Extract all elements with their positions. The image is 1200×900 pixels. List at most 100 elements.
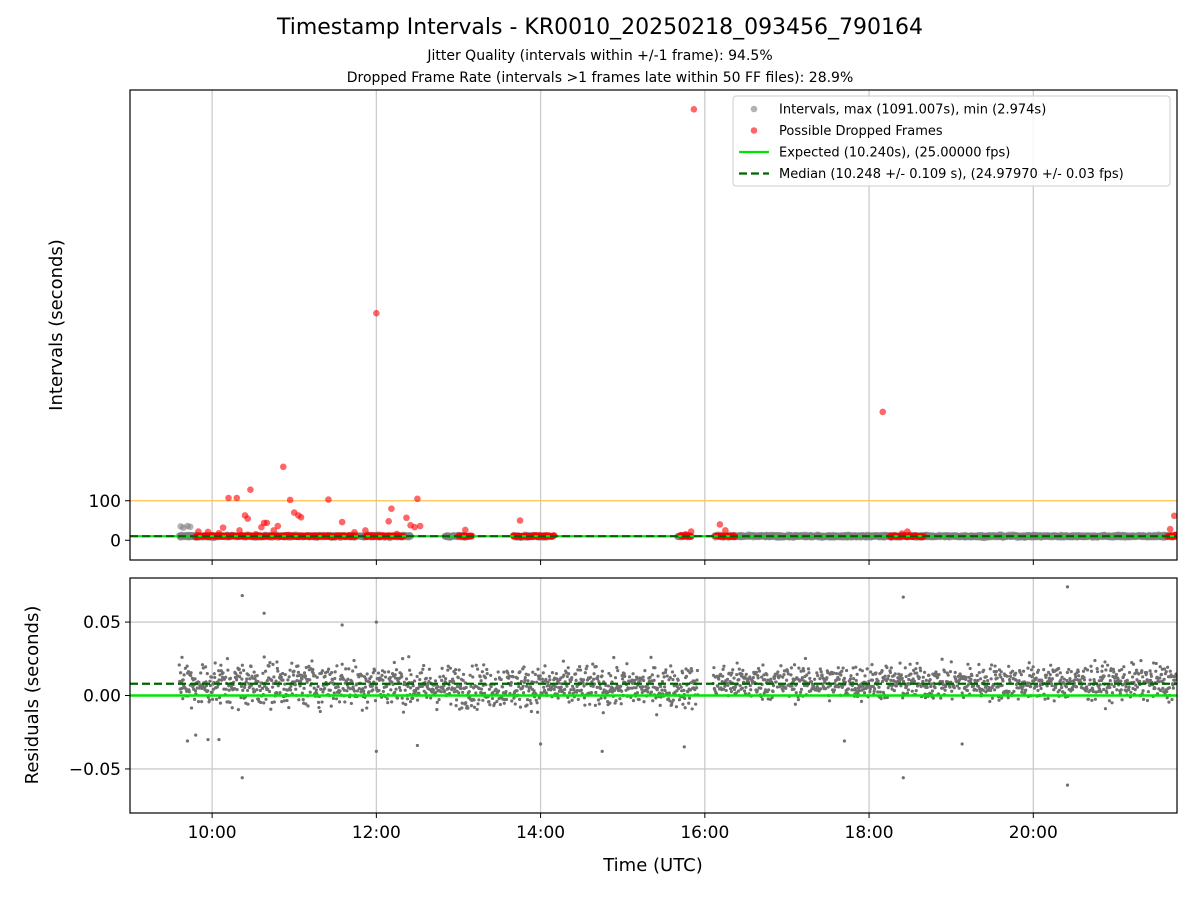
residual-point: [786, 672, 790, 676]
residual-point: [347, 667, 351, 671]
residual-point: [774, 680, 778, 684]
residual-point: [965, 688, 970, 693]
residual-point: [189, 671, 193, 675]
residual-point: [732, 676, 736, 680]
residual-point: [578, 668, 583, 672]
residual-point: [635, 677, 639, 681]
residual-point: [314, 688, 318, 692]
residual-point: [679, 685, 683, 689]
residual-point: [694, 686, 699, 690]
residual-point: [1115, 688, 1119, 692]
residual-point: [899, 673, 903, 677]
residual-point: [957, 686, 961, 690]
residual-point: [670, 670, 675, 674]
residual-point: [619, 702, 623, 706]
residual-point: [515, 689, 519, 693]
residual-point: [837, 677, 841, 681]
residual-point: [387, 670, 391, 674]
residual-point: [271, 662, 275, 666]
residual-point: [291, 673, 296, 677]
residual-point: [544, 691, 548, 695]
residual-point: [761, 663, 765, 667]
residual-point: [249, 664, 253, 669]
residual-point: [537, 696, 541, 700]
residual-point: [754, 670, 758, 674]
residual-point: [226, 668, 230, 672]
residual-point: [737, 667, 741, 671]
residual-point: [304, 665, 308, 670]
residual-point: [869, 670, 873, 674]
residual-point: [975, 688, 979, 692]
residual-point: [818, 667, 822, 671]
residual-point: [749, 688, 753, 692]
residual-point: [460, 706, 464, 710]
residual-point: [1027, 661, 1031, 665]
residual-point: [580, 691, 584, 696]
residual-point: [315, 675, 319, 679]
residual-point: [748, 675, 752, 679]
residual-point: [390, 700, 394, 704]
residual-point: [212, 672, 216, 676]
residual-point: [533, 672, 537, 677]
residual-point: [1112, 670, 1116, 674]
residual-point: [815, 671, 819, 675]
residual-point: [867, 679, 871, 683]
residual-point: [335, 664, 339, 668]
residual-point: [878, 690, 882, 694]
residual-point: [873, 687, 877, 691]
dropped-frame-point: [225, 494, 232, 502]
residual-point: [512, 696, 516, 700]
residual-point: [842, 676, 847, 681]
residual-point: [966, 662, 970, 666]
dropped-frame-point: [462, 526, 469, 534]
residual-point: [940, 679, 945, 684]
residual-point: [582, 696, 587, 700]
residual-point: [417, 691, 421, 696]
residual-point: [859, 685, 863, 689]
residual-point: [816, 673, 820, 678]
residual-point: [912, 679, 917, 683]
residual-point: [340, 662, 344, 666]
residual-point: [910, 689, 914, 693]
residual-point: [760, 697, 765, 701]
residual-point: [401, 701, 405, 705]
residual-point: [1073, 678, 1077, 682]
residual-point: [344, 667, 348, 671]
residual-point: [898, 661, 902, 665]
residual-point: [625, 662, 629, 666]
residual-point: [683, 696, 687, 701]
residual-point: [809, 680, 814, 684]
residual-point: [796, 697, 801, 702]
residual-point: [290, 661, 294, 665]
residual-point: [253, 689, 257, 694]
residual-point: [302, 671, 307, 675]
residual-point: [742, 689, 747, 693]
residual-point: [887, 674, 891, 678]
residual-point: [178, 671, 183, 675]
residual-point: [914, 689, 918, 693]
residual-point: [535, 710, 540, 714]
residual-point: [365, 672, 369, 676]
residual-point: [471, 675, 475, 679]
residual-point: [1046, 670, 1051, 674]
residual-point: [330, 671, 334, 675]
residual-point: [272, 675, 276, 679]
residual-point: [457, 691, 461, 695]
residual-point: [1053, 686, 1058, 690]
dropped-frame-point: [414, 495, 421, 503]
residual-point: [597, 680, 601, 684]
residual-point: [355, 689, 360, 693]
residual-point: [794, 691, 798, 695]
residual-point: [210, 697, 215, 701]
residual-point: [286, 678, 290, 682]
residual-point: [876, 679, 880, 683]
residual-point: [419, 671, 424, 675]
residual-point: [874, 671, 878, 675]
residual-point: [554, 672, 559, 676]
residual-point: [601, 711, 605, 715]
residual-point: [479, 687, 484, 691]
residual-point: [609, 674, 613, 678]
residual-point: [454, 667, 458, 672]
residual-point: [1141, 675, 1145, 679]
residual-point: [287, 706, 291, 710]
